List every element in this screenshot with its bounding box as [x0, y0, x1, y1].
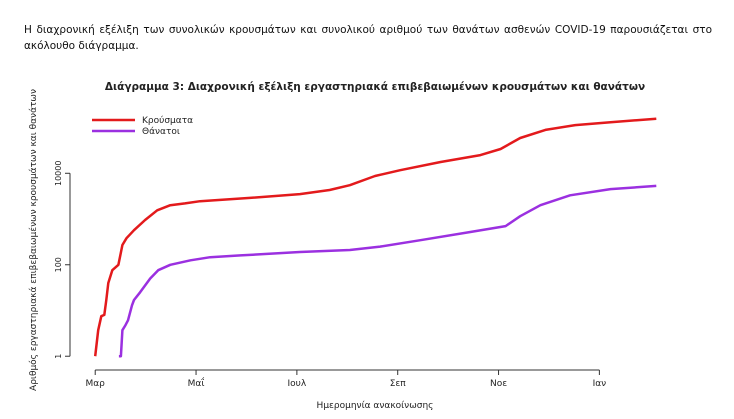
paragraph: Η διαχρονική εξέλιξη των συνολικών κρουσ… — [24, 24, 712, 52]
x-tick-label: Μαρ — [85, 379, 105, 389]
x-tick-label: Σεπ — [390, 379, 407, 389]
x-tick-label: Ιουλ — [288, 379, 307, 389]
x-tick-label: Ιαν — [593, 379, 607, 389]
x-tick-label: Μαΐ — [188, 377, 205, 389]
chart-title: Διάγραμμα 3: Διαχρονική εξέλιξη εργαστηρ… — [105, 81, 645, 93]
line — [118, 184, 657, 358]
y-axis-label: Αριθμός εργαστηριακά επιβεβαιωμένων κρου… — [28, 89, 39, 391]
x-tick-label: Νοε — [490, 379, 507, 389]
y-tick-label: 10000 — [54, 161, 63, 186]
legend-label: Κρούσματα — [142, 115, 193, 126]
y-tick-label: 1 — [54, 354, 63, 359]
x-axis-label: Ημερομηνία ανακοίνωσης — [317, 401, 434, 411]
line — [93, 117, 657, 357]
y-tick-label: 100 — [54, 257, 63, 272]
legend-label: Θάνατοι — [142, 127, 180, 137]
